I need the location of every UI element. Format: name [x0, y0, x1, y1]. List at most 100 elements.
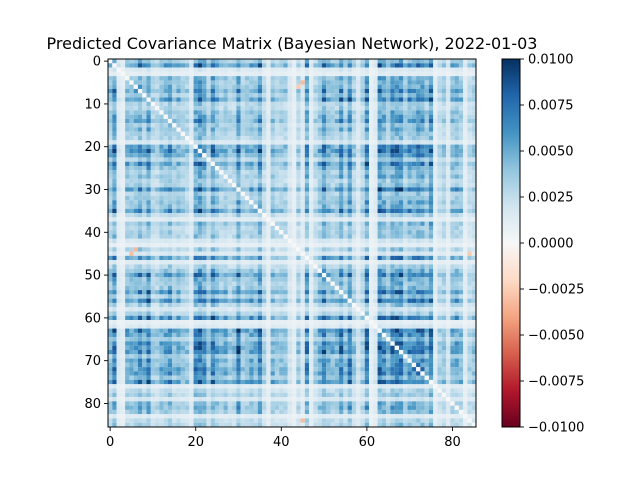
heatmap-cell — [108, 243, 113, 248]
heatmap-cell — [185, 225, 190, 231]
heatmap-cell — [129, 208, 134, 214]
heatmap-cell — [377, 187, 382, 192]
heatmap-cell — [458, 260, 464, 265]
heatmap-cell — [347, 251, 352, 256]
heatmap-cell — [236, 243, 241, 248]
heatmap-cell — [133, 136, 139, 141]
heatmap-cell — [433, 88, 438, 94]
heatmap-cell — [257, 118, 263, 124]
heatmap-cell — [262, 97, 267, 102]
heatmap-cell — [146, 200, 151, 205]
heatmap-cell — [454, 118, 459, 124]
heatmap-cell — [356, 251, 361, 256]
heatmap-cell — [343, 161, 348, 167]
heatmap-cell — [232, 298, 237, 303]
heatmap-cell — [381, 260, 387, 265]
heatmap-cell — [471, 217, 477, 222]
heatmap-cell — [450, 178, 455, 184]
heatmap-cell — [373, 93, 378, 98]
heatmap-cell — [360, 195, 365, 201]
heatmap-cell — [137, 302, 143, 308]
heatmap-cell — [467, 131, 472, 137]
heatmap-cell — [326, 161, 331, 167]
heatmap-cell — [133, 88, 139, 94]
heatmap-cell — [360, 183, 365, 188]
heatmap-cell — [223, 298, 228, 303]
heatmap-cell — [146, 174, 151, 179]
heatmap-cell — [120, 63, 126, 68]
heatmap-cell — [108, 110, 113, 115]
heatmap-cell — [249, 67, 254, 72]
heatmap-cell — [441, 118, 447, 124]
heatmap-cell — [360, 67, 365, 72]
heatmap-cell — [112, 208, 117, 214]
heatmap-cell — [227, 76, 233, 81]
heatmap-cell — [125, 170, 130, 175]
heatmap-cell — [437, 106, 442, 111]
heatmap-cell — [108, 195, 113, 201]
heatmap-cell — [377, 59, 382, 64]
heatmap-cell — [274, 161, 280, 167]
heatmap-cell — [300, 67, 305, 72]
heatmap-cell — [394, 101, 400, 107]
heatmap-cell — [403, 208, 408, 214]
heatmap-cell — [274, 213, 280, 218]
heatmap-cell — [270, 268, 275, 274]
heatmap-cell — [116, 272, 121, 278]
heatmap-cell — [197, 191, 203, 196]
heatmap-cell — [347, 161, 352, 167]
heatmap-cell — [150, 110, 156, 115]
heatmap-cell — [437, 281, 442, 286]
heatmap-cell — [116, 71, 121, 77]
heatmap-cell — [330, 302, 335, 308]
heatmap-cell — [446, 97, 451, 102]
heatmap-cell — [296, 67, 301, 72]
heatmap-cell — [283, 268, 288, 274]
heatmap-cell — [313, 71, 318, 77]
heatmap-cell — [283, 118, 288, 124]
heatmap-cell — [446, 131, 451, 137]
heatmap-cell — [394, 84, 400, 90]
heatmap-cell — [351, 238, 357, 244]
heatmap-cell — [356, 93, 361, 98]
heatmap-cell — [446, 161, 451, 167]
heatmap-cell — [266, 208, 271, 214]
heatmap-cell — [433, 234, 438, 239]
heatmap-cell — [206, 264, 211, 269]
heatmap-cell — [116, 123, 121, 128]
heatmap-cell — [296, 281, 301, 286]
heatmap-cell — [146, 225, 151, 231]
heatmap-cell — [172, 187, 177, 192]
heatmap-cell — [142, 191, 147, 196]
heatmap-cell — [214, 136, 220, 141]
heatmap-cell — [236, 148, 241, 154]
heatmap-cell — [407, 174, 412, 179]
heatmap-cell — [471, 213, 477, 218]
heatmap-cell — [420, 114, 425, 119]
heatmap-cell — [108, 183, 113, 188]
heatmap-cell — [321, 183, 327, 188]
heatmap-cell — [428, 204, 434, 209]
heatmap-cell — [411, 255, 417, 261]
heatmap-cell — [321, 118, 327, 124]
heatmap-cell — [129, 187, 134, 192]
heatmap-cell — [309, 187, 314, 192]
heatmap-cell — [420, 238, 425, 244]
heatmap-cell — [454, 183, 459, 188]
heatmap-cell — [274, 76, 280, 81]
heatmap-cell — [450, 234, 455, 239]
heatmap-cell — [232, 204, 237, 209]
heatmap-cell — [437, 153, 442, 158]
heatmap-cell — [244, 260, 250, 265]
heatmap-cell — [381, 157, 387, 162]
heatmap-cell — [326, 260, 331, 265]
heatmap-cell — [347, 80, 352, 85]
heatmap-cell — [381, 187, 387, 192]
heatmap-cell — [232, 157, 237, 162]
heatmap-cell — [172, 71, 177, 77]
heatmap-cell — [467, 238, 472, 244]
heatmap-cell — [394, 251, 400, 256]
heatmap-cell — [150, 136, 156, 141]
heatmap-cell — [274, 285, 280, 291]
heatmap-cell — [398, 234, 404, 239]
